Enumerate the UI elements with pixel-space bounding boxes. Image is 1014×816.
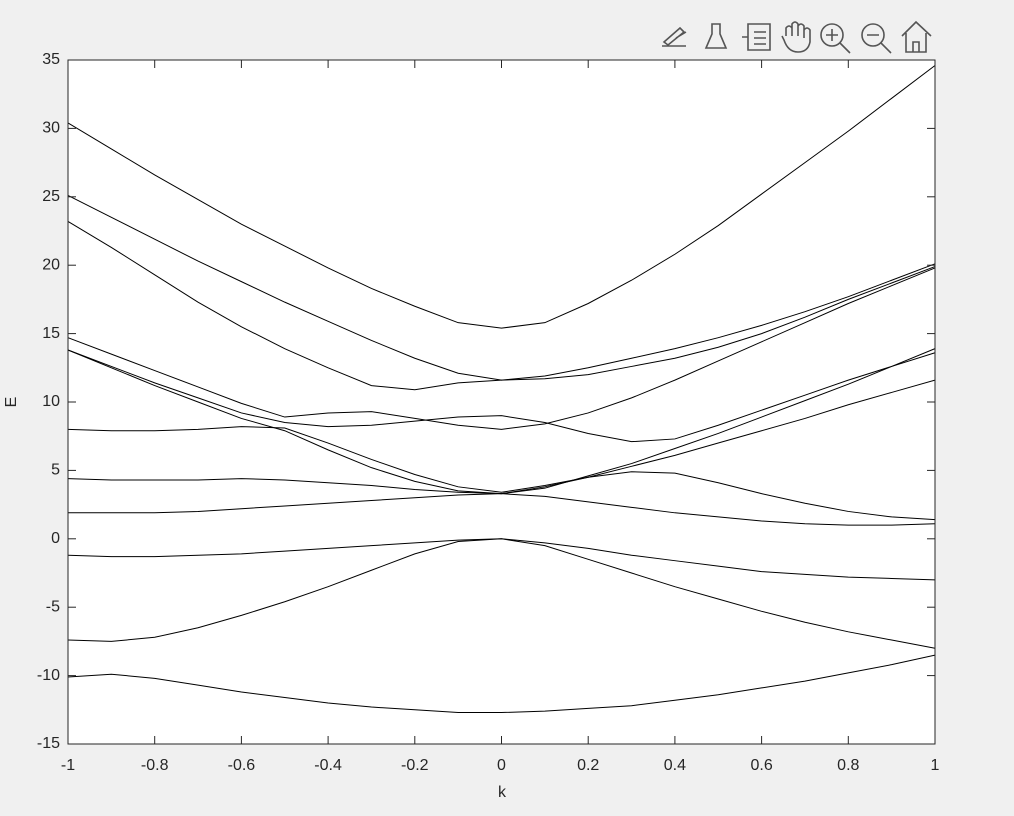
x-tick-label: 0.6: [750, 757, 772, 774]
y-tick-label: 35: [42, 51, 60, 68]
brush-tool[interactable]: [704, 23, 728, 49]
home-tool[interactable]: [901, 20, 932, 53]
legend-tool[interactable]: [742, 23, 771, 51]
y-tick-label: 10: [42, 393, 60, 410]
y-tick-label: 15: [42, 325, 60, 342]
band-line: [67, 220, 936, 391]
y-tick-label: -5: [46, 598, 60, 615]
x-tick-label: 1: [931, 757, 940, 774]
x-tick-label: -0.6: [228, 757, 256, 774]
band-line: [68, 493, 936, 526]
band-line: [67, 65, 936, 329]
band-line: [67, 654, 936, 714]
plot-area: [68, 60, 935, 744]
band-line: [67, 267, 936, 430]
x-tick-label: -0.4: [314, 757, 342, 774]
y-axis-label: E: [3, 397, 20, 408]
x-tick-label: 0: [497, 757, 506, 774]
zoom-out-tool[interactable]: [861, 23, 892, 54]
x-axis-label: k: [498, 784, 507, 801]
y-tick-label: 30: [42, 120, 60, 137]
band-line: [67, 538, 936, 649]
y-tick-label: -15: [37, 735, 60, 752]
band-line: [67, 349, 936, 443]
y-tick-label: 0: [51, 530, 60, 547]
x-tick-label: -0.8: [141, 757, 169, 774]
x-tick-label: 0.2: [577, 757, 599, 774]
y-tick-label: 5: [51, 462, 60, 479]
x-tick-label: -1: [61, 757, 75, 774]
y-tick-label: 25: [42, 188, 60, 205]
toolbar: [662, 20, 932, 54]
band-line: [67, 426, 936, 521]
edit-tool[interactable]: [662, 26, 687, 47]
zoom-in-tool[interactable]: [820, 23, 851, 54]
x-tick-label: 0.8: [837, 757, 859, 774]
y-tick-label: 20: [42, 256, 60, 273]
pan-tool[interactable]: [781, 21, 811, 53]
y-tick-label: -10: [37, 667, 60, 684]
x-tick-label: 0.4: [664, 757, 686, 774]
x-tick-label: -0.2: [401, 757, 429, 774]
